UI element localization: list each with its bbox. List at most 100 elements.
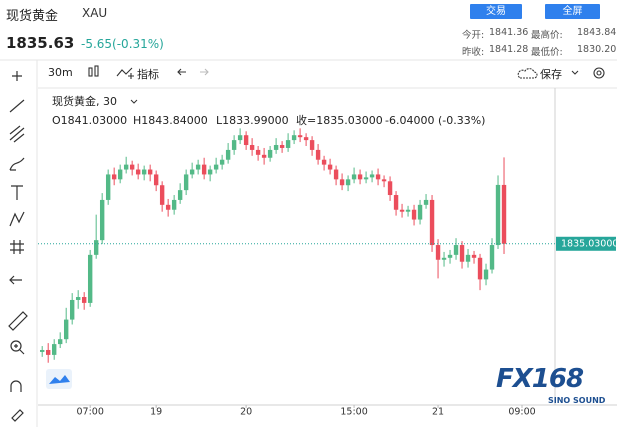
indicator-icon[interactable] xyxy=(116,67,134,79)
candle-body xyxy=(255,149,261,155)
magnet-tool[interactable] xyxy=(10,380,22,392)
candle-body xyxy=(321,159,327,165)
erase-tool[interactable] xyxy=(11,409,24,422)
candle-body xyxy=(399,209,405,212)
candle-body xyxy=(249,145,255,150)
candle-body xyxy=(303,137,309,141)
ohlc-legend: H1843.84000 xyxy=(133,114,208,127)
candle-body xyxy=(285,140,291,148)
save-button[interactable]: 保存 xyxy=(540,68,562,81)
trend-line-tool[interactable] xyxy=(9,99,25,113)
candle-body xyxy=(441,257,447,260)
trade-button[interactable]: 交易 xyxy=(470,4,522,19)
candle-body xyxy=(423,199,429,205)
candle-body xyxy=(219,159,225,165)
candle-body xyxy=(105,174,111,200)
indicators-button[interactable]: 指标 xyxy=(137,68,159,81)
candle-body xyxy=(315,149,321,160)
candle-body xyxy=(369,174,375,178)
settings-button[interactable] xyxy=(593,67,605,79)
ohlc-legend: O1841.03000 xyxy=(52,114,127,127)
measure-tool[interactable] xyxy=(10,240,24,254)
brush-tool[interactable] xyxy=(9,157,25,171)
candle-body xyxy=(81,297,87,303)
x-tick-label: 20 xyxy=(240,407,252,418)
candle-body xyxy=(75,297,81,300)
back-tool[interactable] xyxy=(9,275,22,285)
fullscreen-button[interactable]: 全屏 xyxy=(545,4,600,19)
candle-body xyxy=(411,209,417,220)
instrument-symbol: XAU xyxy=(82,6,108,20)
pattern-tool[interactable] xyxy=(9,211,25,227)
stat-value: 1843.84 xyxy=(577,27,617,38)
instrument-name: 现货黄金 xyxy=(6,9,59,24)
stat-value: 1841.28 xyxy=(489,44,529,55)
candle-body xyxy=(45,349,51,355)
candle-body xyxy=(477,257,483,280)
candle-body xyxy=(375,174,381,180)
candle-body xyxy=(111,174,117,180)
ruler-tool[interactable] xyxy=(8,311,28,331)
candle-body xyxy=(381,179,387,182)
logo-badge xyxy=(46,369,72,389)
last-price-badge xyxy=(556,236,616,251)
chart-toolbar xyxy=(88,65,605,79)
candle-body xyxy=(87,254,93,303)
stat-label: 最高价: xyxy=(531,30,563,41)
candle-body xyxy=(225,149,231,160)
candle-body xyxy=(453,245,459,255)
candle-body xyxy=(465,254,471,262)
candle-style-button[interactable] xyxy=(88,67,93,77)
interval-button[interactable]: 30m xyxy=(48,66,73,79)
chart-title: 现货黄金, 30 xyxy=(52,94,117,108)
candle-body xyxy=(327,164,333,170)
x-tick-label: 07:00 xyxy=(76,407,103,418)
candle-body xyxy=(351,174,357,180)
candle-body xyxy=(339,179,345,186)
logo-icon xyxy=(49,375,70,384)
candle-body xyxy=(345,179,351,186)
last-price-label: 1835.03000 xyxy=(561,238,617,249)
candle-style-button[interactable] xyxy=(94,65,99,77)
ohlc-legend: -6.04000 (-0.33%) xyxy=(385,114,485,127)
text-tool[interactable] xyxy=(11,185,23,200)
title-dropdown[interactable] xyxy=(130,99,138,104)
stat-label: 今开: xyxy=(462,30,485,41)
crosshair-tool[interactable] xyxy=(12,71,22,81)
watermark xyxy=(46,369,72,389)
x-tick-label: 19 xyxy=(150,407,162,418)
candle-body xyxy=(447,254,453,258)
drawing-tools[interactable] xyxy=(8,71,28,422)
candle-body xyxy=(129,164,135,170)
save-icon[interactable] xyxy=(517,68,538,79)
candle-body xyxy=(393,195,399,210)
last-price: 1835.63 xyxy=(6,34,75,52)
candle-body xyxy=(357,174,363,180)
candle-body xyxy=(213,164,219,170)
candle-body xyxy=(495,184,501,246)
candle-body xyxy=(435,245,441,260)
undo-button[interactable] xyxy=(177,68,186,76)
save-dropdown[interactable] xyxy=(571,70,579,75)
candle-body xyxy=(279,145,285,148)
candle-body xyxy=(177,190,183,200)
candle-body xyxy=(429,199,435,246)
candle-body xyxy=(99,199,105,241)
candle-body xyxy=(171,199,177,210)
candle-body xyxy=(363,177,369,180)
candle-body xyxy=(471,254,477,258)
candle-body xyxy=(63,319,69,340)
candle-body xyxy=(183,174,189,191)
zoom-tool[interactable] xyxy=(14,344,25,355)
candle-body xyxy=(123,164,129,170)
candle-body xyxy=(405,209,411,212)
x-tick-label: 21 xyxy=(432,407,444,418)
zoom-tool[interactable] xyxy=(10,340,22,352)
redo-button[interactable] xyxy=(200,68,209,76)
stat-value: 1841.36 xyxy=(489,27,529,38)
fib-tool[interactable] xyxy=(9,125,25,143)
settings-button[interactable] xyxy=(596,70,602,76)
plot-area: 现货黄金, 30 O1841.03000 H1843.84000 L1833.9900… xyxy=(38,94,617,418)
stat-label: 最低价: xyxy=(531,47,563,58)
